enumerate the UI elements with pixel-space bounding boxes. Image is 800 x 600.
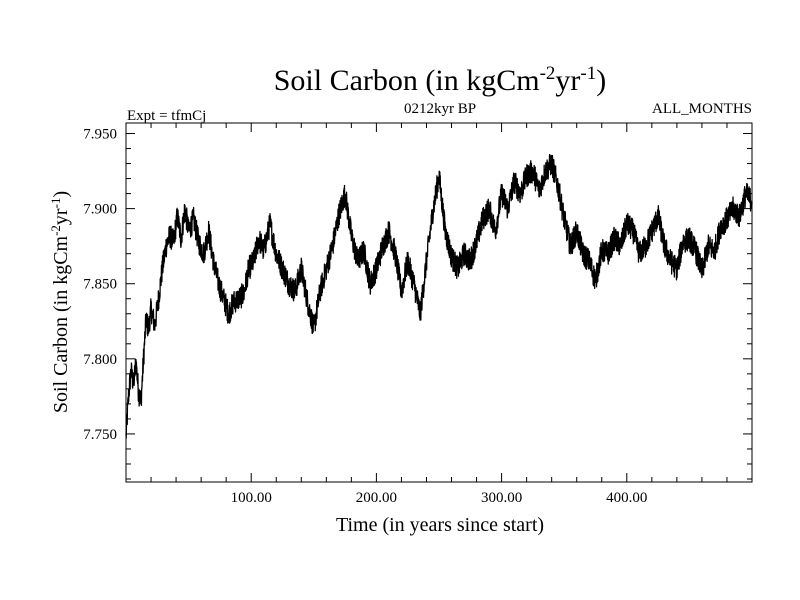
series-line-soil-carbon	[125, 153, 753, 439]
y-axis-label-sup2: -1	[48, 198, 63, 209]
plot-frame	[125, 122, 753, 483]
chart-title: Soil Carbon (in kgCm-2yr-1)	[274, 63, 607, 97]
x-tick-label: 400.00	[606, 490, 647, 506]
series-group	[125, 153, 753, 439]
chart-title-prefix: Soil Carbon (in kgCm	[274, 64, 540, 97]
y-tick-label: 7.800	[83, 352, 117, 368]
y-tick-label: 7.900	[83, 202, 117, 218]
x-axis-label: Time (in years since start)	[336, 514, 544, 536]
chart-title-sup1: -2	[540, 63, 556, 84]
subtitle-center: 0212kyr BP	[404, 101, 476, 117]
y-tick-label: 7.850	[83, 277, 117, 293]
y-axis-label-prefix: Soil Carbon (in kgCm	[50, 235, 72, 413]
y-tick-label: 7.750	[83, 427, 117, 443]
y-tick-label: 7.950	[83, 127, 117, 143]
x-tick-label: 100.00	[231, 490, 272, 506]
y-axis-label: Soil Carbon (in kgCm-2yr-1)	[48, 191, 72, 413]
x-tick-label: 200.00	[356, 490, 397, 506]
y-axis-label-sup1: -2	[48, 225, 63, 236]
chart-title-sup2: -1	[580, 63, 596, 84]
y-axis-label-suffix: )	[50, 191, 72, 198]
x-axis-ticks: 100.00 200.00 300.00 400.00	[150, 123, 728, 506]
chart-title-mid: yr	[555, 64, 580, 97]
y-axis-ticks: 7.750 7.800 7.850 7.900 7.950	[83, 127, 752, 480]
x-tick-label: 300.00	[481, 490, 522, 506]
subtitle-left: Expt = tfmCj	[127, 108, 206, 124]
y-axis-label-mid: yr	[50, 208, 72, 225]
subtitle-right: ALL_MONTHS	[652, 101, 752, 117]
chart-title-suffix: )	[596, 64, 606, 97]
